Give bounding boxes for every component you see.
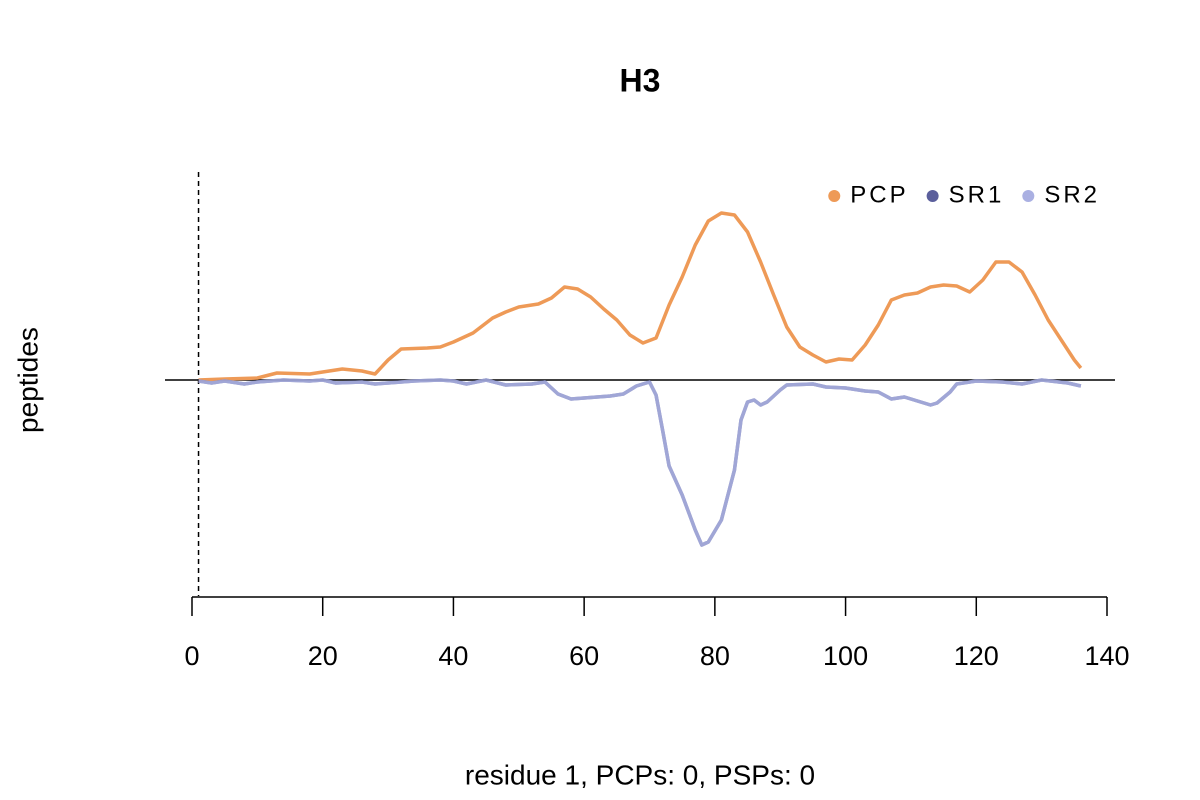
x-tick-label: 20 [308,641,338,671]
chart-title: H3 [620,62,661,98]
x-tick-label: 60 [569,641,599,671]
legend-label: SR2 [1044,181,1100,208]
x-axis-title: residue 1, PCPs: 0, PSPs: 0 [465,759,815,790]
x-tick-label: 0 [184,641,199,671]
x-tick-label: 100 [823,641,868,671]
series-line [198,378,1082,547]
x-tick-label: 140 [1084,641,1129,671]
legend-marker [926,190,939,202]
legend-label: PCP [850,181,908,208]
x-tick-label: 40 [438,641,468,671]
y-axis-title: peptides [12,327,43,433]
series-line [198,378,1082,547]
series-line [198,211,1083,382]
x-tick-label: 120 [954,641,999,671]
legend-marker [828,190,841,202]
legend-marker [1022,190,1035,202]
x-tick-label: 80 [700,641,730,671]
legend-label: SR1 [949,181,1005,208]
